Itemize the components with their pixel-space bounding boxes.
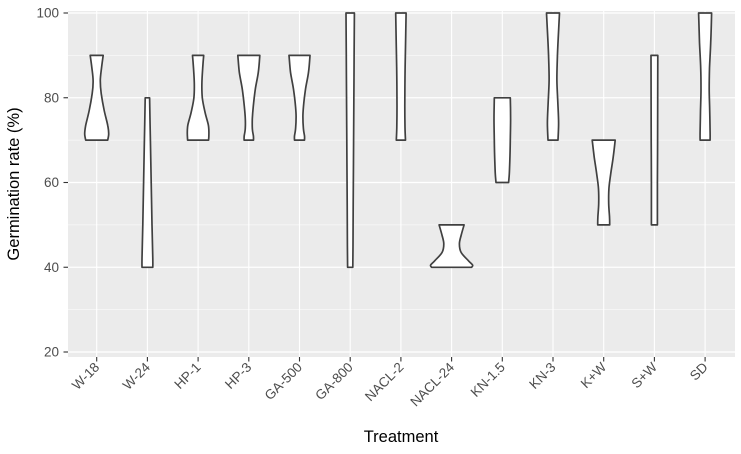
- y-axis-title: Germination rate (%): [5, 107, 23, 260]
- violin-KN-3: [545, 12, 561, 141]
- violin-W-24: [141, 96, 154, 269]
- violin-NACL-2: [394, 12, 407, 141]
- violin-GA-500: [288, 54, 311, 141]
- violin-HP-3: [236, 54, 261, 141]
- x-tick-label-NACL-2: NACL-2: [362, 360, 407, 405]
- x-tick-label-W-18: W-18: [69, 360, 102, 393]
- violin-SD: [697, 12, 713, 141]
- y-tick-label-20: 20: [44, 345, 59, 360]
- y-tick-label-60: 60: [44, 175, 59, 190]
- x-tick-label-KN-1.5: KN-1.5: [468, 360, 508, 400]
- x-tick-label-K+W: K+W: [578, 359, 610, 391]
- violin-HP-1: [186, 54, 210, 141]
- y-tick-label-100: 100: [36, 6, 59, 21]
- violin-KN-1.5: [493, 96, 512, 184]
- x-tick-label-GA-800: GA-800: [312, 360, 356, 404]
- x-tick-label-HP-1: HP-1: [171, 360, 203, 392]
- x-tick-label-S+W: S+W: [628, 359, 660, 391]
- x-tick-label-KN-3: KN-3: [526, 360, 558, 392]
- x-tick-label-W-24: W-24: [120, 359, 154, 393]
- violin-W-18: [83, 54, 110, 141]
- x-tick-label-GA-500: GA-500: [262, 360, 306, 404]
- y-tick-label-80: 80: [44, 90, 59, 105]
- tick-layer: [63, 12, 706, 362]
- violin-NACL-24: [429, 224, 474, 269]
- violin-S+W: [650, 54, 659, 226]
- violin-GA-800: [345, 12, 356, 269]
- x-axis-title: Treatment: [364, 428, 439, 446]
- x-tick-label-NACL-24: NACL-24: [407, 359, 457, 409]
- x-tick-label-SD: SD: [687, 359, 711, 383]
- violin-layer: [83, 12, 713, 269]
- violin-K+W: [591, 139, 617, 226]
- x-tick-label-HP-3: HP-3: [222, 360, 254, 392]
- y-tick-label-40: 40: [44, 260, 59, 275]
